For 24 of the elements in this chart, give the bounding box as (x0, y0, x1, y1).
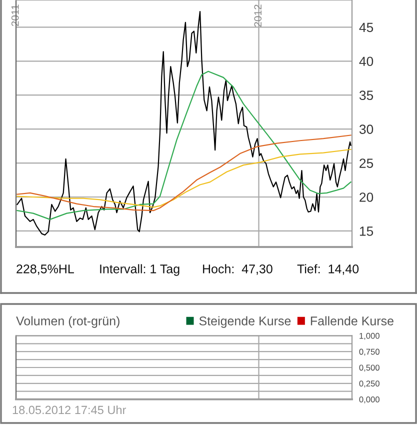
x-tick-label: 2012 (254, 4, 262, 27)
legend-label: Fallende Kurse (310, 316, 394, 326)
y-tick-label: 25 (360, 158, 374, 168)
y-tick-label: 35 (359, 90, 374, 100)
y-tick-label: 0,250 (359, 380, 380, 388)
y-tick-label: 0,000 (359, 396, 380, 404)
y-tick-label: 20 (360, 192, 374, 202)
text: Tief: 14,40 (297, 264, 359, 275)
y-tick-label: 1,000 (360, 332, 380, 340)
y-tick-label: 30 (359, 124, 374, 134)
text: Intervall: 1 Tag (100, 264, 180, 276)
line-series (16, 70, 352, 220)
y-tick-label: 15 (360, 226, 374, 236)
legend-label: Steigende Kurse (199, 316, 291, 328)
y-tick-label: 40 (359, 56, 374, 66)
y-tick-label: 45 (359, 22, 374, 32)
text: Hoch: 47,30 (203, 264, 272, 275)
y-tick-label: 0,750 (359, 348, 380, 356)
y-tick-label: 0,500 (359, 364, 380, 372)
line-series (16, 134, 352, 212)
chart-title: Volumen (rot-grün) (16, 316, 120, 328)
text: 18.05.2012 17:45 Uhr (12, 405, 126, 414)
text: 228,5%HL (16, 264, 74, 275)
line-series (16, 148, 352, 208)
